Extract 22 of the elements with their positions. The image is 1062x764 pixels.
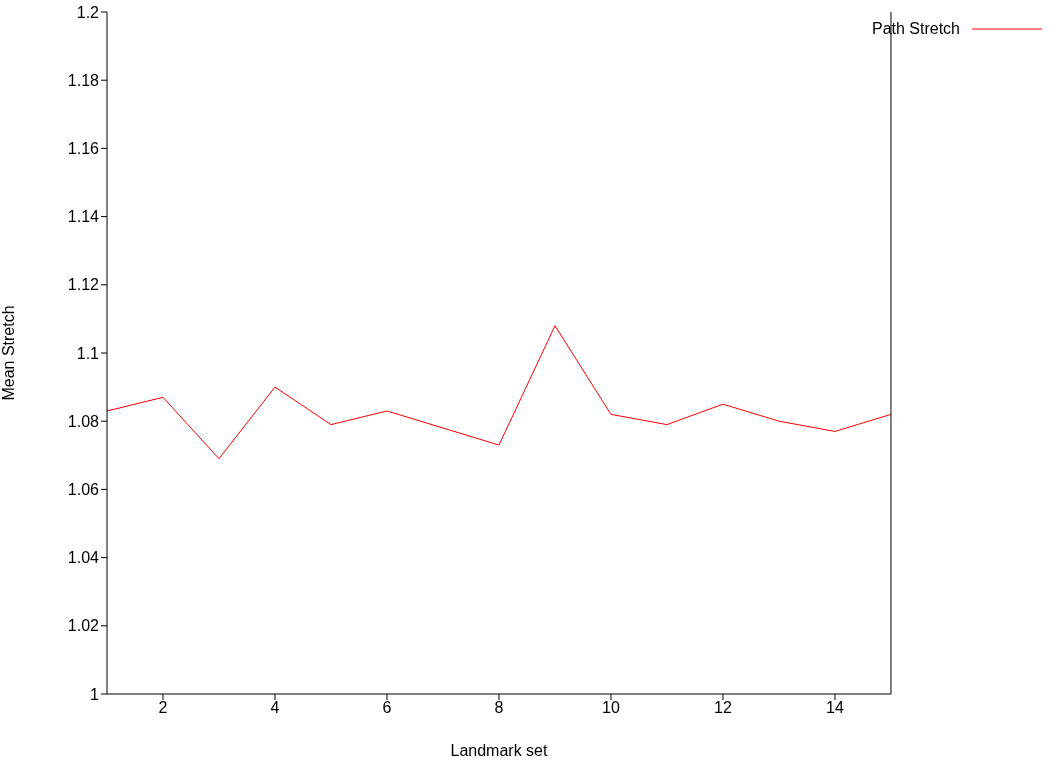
line-series — [107, 325, 891, 460]
x-tick-label: 14 — [826, 699, 844, 717]
y-tick-label: 1.06 — [67, 481, 100, 499]
y-tick-label: 1.2 — [76, 3, 100, 21]
x-tick-label: 10 — [602, 699, 620, 717]
y-tick-label: 1.16 — [67, 140, 100, 158]
y-tick-label: 1 — [90, 685, 100, 703]
y-tick-label: 1.02 — [67, 617, 100, 635]
y-tick-label: 1.12 — [67, 276, 100, 294]
y-tick-label: 1.18 — [67, 71, 100, 89]
x-tick-label: 4 — [270, 699, 280, 717]
y-tick-label: 1.08 — [67, 412, 100, 430]
y-tick-label: 1.14 — [67, 208, 100, 226]
y-tick-label: 1.1 — [76, 344, 100, 362]
y-tick-label: 1.04 — [67, 549, 100, 567]
x-tick-label: 6 — [382, 699, 392, 717]
y-axis-title: Mean Stretch — [0, 305, 17, 401]
x-axis-title: Landmark set — [450, 742, 548, 759]
x-tick-label: 2 — [158, 699, 168, 717]
legend-label: Path Stretch — [871, 20, 960, 38]
x-tick-label: 12 — [714, 699, 732, 717]
x-tick-label: 8 — [494, 699, 504, 717]
